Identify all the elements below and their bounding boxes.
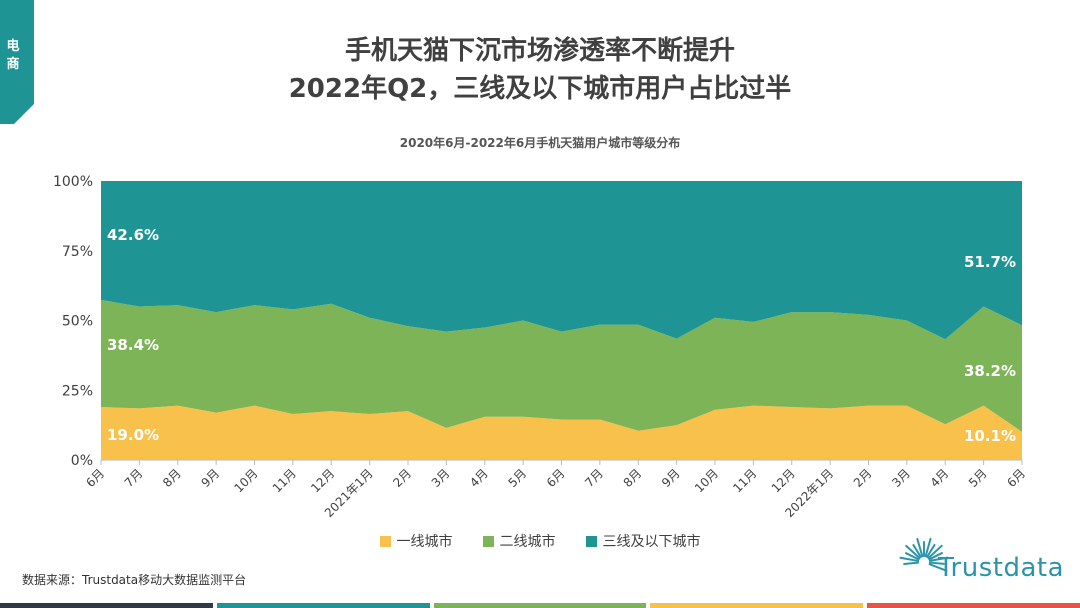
x-tick-label: 12月 (769, 466, 798, 495)
x-tick-label: 5月 (505, 466, 529, 490)
page-title-line2: 2022年Q2，三线及以下城市用户占比过半 (288, 74, 792, 104)
legend-swatch-tier1 (379, 535, 391, 547)
trustdata-logo-icon (899, 537, 949, 572)
footer-bar-4 (650, 603, 864, 608)
y-tick-label: 50% (62, 314, 93, 330)
legend-item-tier2: 二线城市 (482, 531, 556, 551)
x-tick-label: 6月 (1004, 466, 1028, 490)
legend-label-tier1: 一线城市 (396, 534, 453, 550)
y-tick-label: 100% (53, 174, 93, 190)
x-tick-label: 3月 (889, 466, 913, 490)
x-tick-label: 9月 (198, 466, 222, 490)
brand-logo-text: Trustdata (938, 553, 1065, 583)
logo-ray (912, 544, 922, 558)
data-label-first-tier1: 19.0% (107, 426, 159, 444)
x-tick-label: 2月 (851, 466, 875, 490)
page-title-line1: 手机天猫下沉市场渗透率不断提升 (344, 36, 735, 66)
footer-bar-5 (867, 603, 1080, 608)
x-tick-label: 4月 (467, 466, 491, 490)
data-label-first-tier3: 42.6% (107, 226, 159, 244)
footer-bar-3 (433, 603, 647, 608)
footer-bar-1 (0, 603, 213, 608)
x-tick-label: 4月 (928, 466, 952, 490)
x-tick-label: 5月 (966, 466, 990, 490)
logo-ray (903, 561, 920, 565)
x-tick-label: 2月 (390, 466, 414, 490)
footer-color-bars (0, 603, 1080, 608)
logo-ray (899, 556, 920, 562)
section-tab (0, 0, 34, 124)
x-tick-label: 6月 (83, 466, 107, 490)
x-tick-label: 11月 (270, 466, 299, 495)
data-label-first-tier2: 38.4% (107, 336, 159, 354)
logo-ray (926, 543, 936, 558)
logo-ray (905, 552, 920, 561)
logo-ray (905, 544, 921, 559)
logo-ray (924, 537, 932, 558)
data-label-last-tier3: 51.7% (964, 253, 1016, 271)
x-tick-label: 12月 (308, 466, 337, 495)
y-tick-label: 0% (71, 453, 93, 469)
x-tick-label: 10月 (692, 466, 721, 495)
logo-ray (928, 556, 949, 562)
data-label-last-tier1: 10.1% (964, 427, 1016, 445)
legend-swatch-tier3 (585, 535, 597, 547)
section-tab-label: 电商 (6, 39, 20, 72)
x-tick-label: 11月 (730, 466, 759, 495)
legend-item-tier1: 一线城市 (379, 531, 453, 551)
footer-bar-2 (216, 603, 430, 608)
x-tick-label: 10月 (231, 466, 260, 495)
chart-title: 2020年6月-2022年6月手机天猫用户城市等级分布 (399, 136, 681, 150)
logo-ray (928, 561, 945, 565)
logo-ray (916, 537, 924, 558)
legend-item-tier3: 三线及以下城市 (585, 531, 701, 551)
section-tab-shape (0, 0, 34, 124)
x-tick-label: 9月 (659, 466, 683, 490)
data-label-last-tier2: 38.2% (964, 362, 1016, 380)
legend-swatch-tier2 (482, 535, 494, 547)
area-tier2 (101, 299, 1022, 432)
x-tick-label: 8月 (160, 466, 184, 490)
logo-ray (928, 563, 948, 572)
logo-ray (928, 552, 943, 561)
x-tick-label: 6月 (544, 466, 568, 490)
x-tick-label: 7月 (582, 466, 606, 490)
x-tick-label: 8月 (621, 466, 645, 490)
area-tier1 (101, 405, 1022, 460)
legend-label-tier3: 三线及以下城市 (602, 534, 701, 550)
data-source-note: 数据来源：Trustdata移动大数据监测平台 (22, 573, 247, 587)
logo-ray (927, 544, 943, 559)
x-tick-label: 3月 (429, 466, 453, 490)
x-tick-label: 7月 (122, 466, 146, 490)
y-tick-label: 25% (62, 383, 93, 399)
y-tick-label: 75% (62, 244, 93, 260)
legend-label-tier2: 二线城市 (499, 534, 556, 550)
area-tier3 (101, 181, 1022, 340)
chart-legend: 一线城市 二线城市 三线及以下城市 (0, 531, 1080, 551)
